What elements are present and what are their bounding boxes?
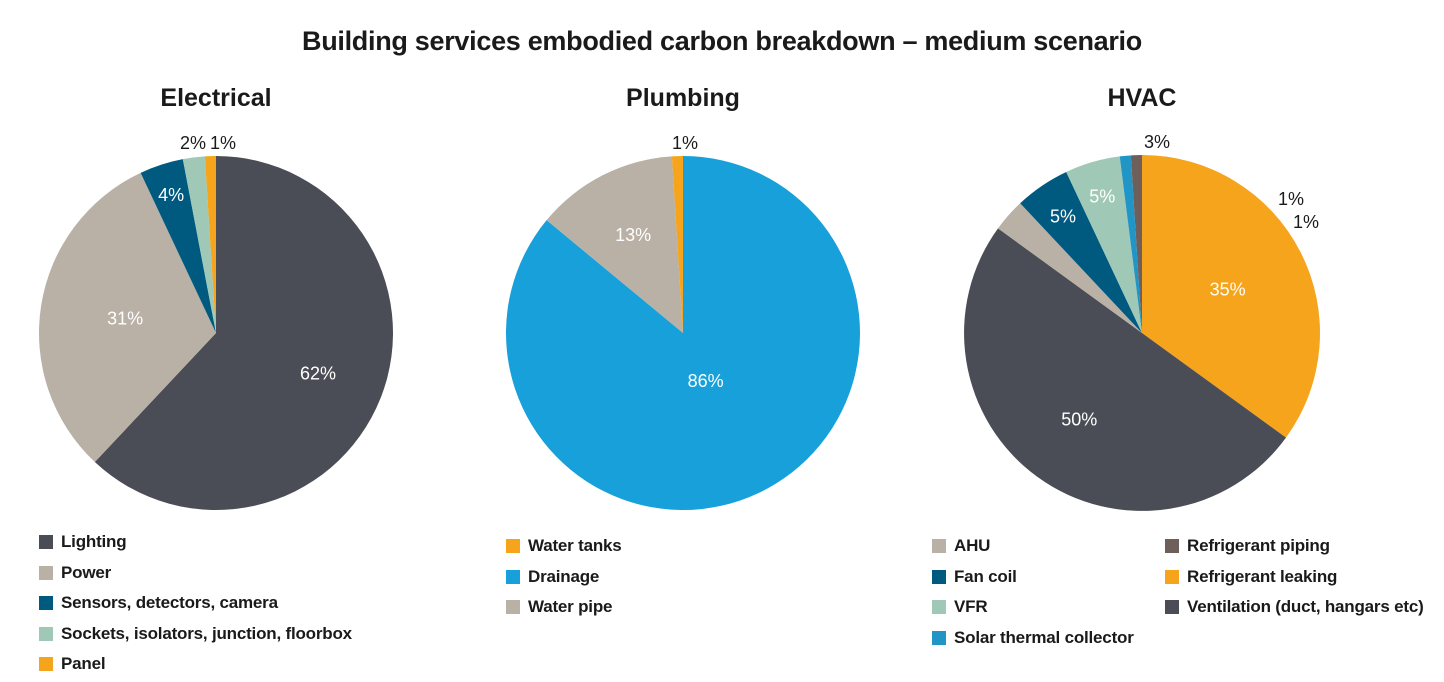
legend-swatch [39, 626, 53, 641]
slice-lighting [94, 156, 394, 510]
legend-item-vfr: VFR [932, 592, 1134, 623]
slice-sockets-isolators-junction-floorbox [182, 156, 216, 333]
slice-label-refrigerant-piping: 1% [1293, 212, 1319, 232]
slice-refrigerant-piping [1130, 155, 1142, 333]
slice-label-solar-thermal-collector: 1% [1278, 189, 1304, 209]
legend-swatch [506, 539, 520, 554]
slice-label-sockets-isolators-junction-floorbox: 2% [180, 133, 206, 153]
legend-item-refrigerant-piping: Refrigerant piping [1165, 531, 1424, 562]
slice-solar-thermal-collector [1119, 155, 1142, 333]
slice-label-panel: 1% [210, 133, 236, 153]
legend-label: Drainage [528, 566, 600, 586]
legend-label: Lighting [61, 532, 127, 552]
legend-item-water-tanks: Water tanks [506, 531, 622, 562]
legend-label: Fan coil [954, 566, 1017, 586]
legend-item-lighting: Lighting [39, 527, 352, 558]
plumbing-pie: Plumbing 86% 13% 1% [505, 84, 860, 510]
legend-label: VFR [954, 597, 988, 617]
electrical-pie-title: Electrical [160, 84, 271, 112]
legend-label: Power [61, 562, 112, 582]
slice-label-drainage: 86% [688, 371, 724, 391]
legend-swatch [932, 600, 946, 615]
slice-ahu [997, 203, 1142, 333]
legend-swatch [506, 569, 520, 584]
hvac-legend-column-2: Refrigerant piping Refrigerant leaking Ven… [1165, 531, 1424, 623]
legend-label: Panel [61, 654, 106, 674]
hvac-pie: HVAC 35% 50% 3% 5% 5% 1% 1% [964, 84, 1320, 511]
slice-label-lighting: 62% [300, 363, 336, 383]
legend-label: Water tanks [528, 536, 622, 556]
legend-swatch [1165, 569, 1179, 584]
slice-label-refrigerant-leaking: 35% [1210, 279, 1246, 299]
legend-item-ventilation-duct-hangars-etc: Ventilation (duct, hangars etc) [1165, 592, 1424, 623]
legend-label: Water pipe [528, 597, 613, 617]
legend-swatch [506, 600, 520, 615]
legend-label: Ventilation (duct, hangars etc) [1187, 597, 1424, 617]
slice-panel [204, 156, 216, 333]
hvac-legend-column-1: AHU Fan coil VFR Solar thermal collector [932, 531, 1134, 653]
legend-label: Sensors, detectors, camera [61, 593, 278, 613]
slice-water-pipe [546, 156, 683, 333]
slice-vfr [1066, 156, 1142, 333]
legend-item-water-pipe: Water pipe [506, 592, 622, 623]
legend-swatch [1165, 600, 1179, 615]
slice-label-water-pipe: 13% [615, 225, 651, 245]
plumbing-pie-title: Plumbing [626, 84, 740, 112]
legend-label: Sockets, isolators, junction, floorbox [61, 623, 352, 643]
legend-item-drainage: Drainage [506, 562, 622, 593]
legend-swatch [39, 596, 53, 611]
electrical-legend: Lighting Power Sensors, detectors, camera S… [39, 527, 352, 680]
legend-item-power: Power [39, 558, 352, 589]
legend-swatch [932, 630, 946, 645]
legend-item-sensors-detectors-camera: Sensors, detectors, camera [39, 588, 352, 619]
slice-sensors-detectors-camera [140, 159, 216, 333]
legend-item-refrigerant-leaking: Refrigerant leaking [1165, 562, 1424, 593]
chart-title: Building services embodied carbon breakd… [302, 26, 1142, 56]
legend-label: Solar thermal collector [954, 627, 1134, 647]
slice-power [39, 172, 217, 463]
legend-swatch [39, 565, 53, 580]
slice-label-water-tanks: 1% [672, 133, 698, 153]
legend-item-solar-thermal-collector: Solar thermal collector [932, 623, 1134, 654]
slice-label-fan-coil: 5% [1050, 207, 1076, 227]
electrical-pie: Electrical 62% 31% 4% 2% 1% [39, 84, 394, 510]
legend-swatch [1165, 539, 1179, 554]
legend-item-sockets-isolators-junction-floorbox: Sockets, isolators, junction, floorbox [39, 619, 352, 650]
plumbing-legend: Water tanks Drainage Water pipe [506, 531, 622, 623]
legend-swatch [932, 539, 946, 554]
legend-label: Refrigerant leaking [1187, 566, 1338, 586]
slice-drainage [505, 156, 860, 510]
legend-swatch [39, 535, 53, 550]
legend-item-fan-coil: Fan coil [932, 562, 1134, 593]
slice-label-ahu: 3% [1144, 132, 1170, 152]
legend-label: AHU [954, 536, 991, 556]
slice-ventilation-duct-hangars-etc [964, 228, 1287, 511]
slice-label-vfr: 5% [1089, 186, 1115, 206]
legend-swatch [932, 569, 946, 584]
slice-water-tanks [671, 156, 683, 333]
slice-fan-coil [1020, 171, 1142, 333]
legend-item-panel: Panel [39, 649, 352, 680]
slice-label-power: 31% [107, 309, 143, 329]
slice-label-ventilation-duct-hangars-etc: 50% [1061, 409, 1097, 429]
slice-refrigerant-leaking [1142, 155, 1320, 438]
legend-label: Refrigerant piping [1187, 536, 1330, 556]
legend-swatch [39, 657, 53, 672]
hvac-pie-title: HVAC [1108, 84, 1177, 112]
legend-item-ahu: AHU [932, 531, 1134, 562]
slice-label-sensors-detectors-camera: 4% [158, 185, 184, 205]
